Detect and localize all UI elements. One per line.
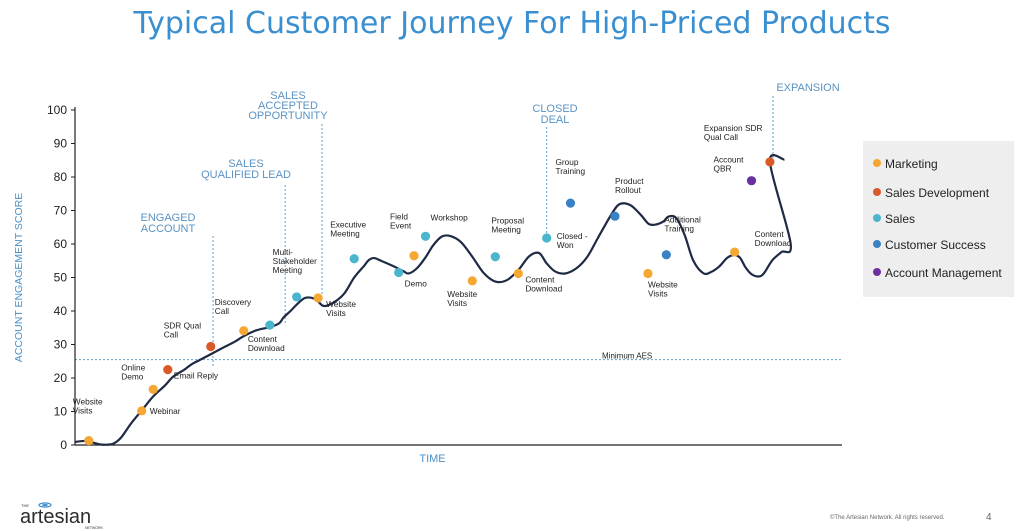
- marker-21: [730, 247, 740, 257]
- legend-label: Customer Success: [885, 238, 986, 252]
- legend-label: Marketing: [885, 157, 938, 171]
- chart-legend: Marketing Sales Development Sales Customer …: [863, 141, 1014, 297]
- marker-13: [467, 276, 477, 286]
- marker-label-8: Website Visits: [326, 299, 356, 318]
- page-number: 4: [986, 512, 992, 523]
- marker-label-13: Website Visits: [447, 289, 477, 308]
- marker-10: [394, 267, 404, 278]
- marker-0: [84, 436, 94, 446]
- legend-label: Account Management: [885, 266, 1002, 280]
- legend-item-3: Customer Success: [873, 238, 986, 252]
- y-tick-label-50: 50: [54, 271, 68, 285]
- marker-label-5: Discovery Call: [215, 297, 252, 316]
- marker-8: [313, 293, 323, 303]
- y-tick-label-40: 40: [54, 304, 68, 318]
- marker-label-21: Content Download: [755, 229, 792, 248]
- y-axis-label: ACCOUNT ENGAGEMENT SCORE: [13, 193, 25, 362]
- legend-dot-icon: [873, 239, 881, 248]
- legend-item-1: Sales Development: [873, 186, 989, 200]
- marker-3: [163, 365, 173, 375]
- marker-17: [565, 198, 576, 208]
- logo-small-top: THE: [21, 503, 29, 508]
- marker-label-15: Content Download: [525, 274, 562, 293]
- stage-label-3: CLOSED DEAL: [532, 103, 577, 126]
- marker-label-20: Additional Training: [664, 215, 701, 234]
- legend-dot-icon: [873, 158, 881, 167]
- legend-dot-icon: [873, 267, 881, 276]
- threshold-label: Minimum AES: [602, 352, 652, 361]
- logo-wordmark: artesian: [20, 506, 91, 528]
- legend-label: Sales Development: [885, 186, 990, 200]
- marker-label-7: Multi-Stakeholder Meeting: [273, 247, 318, 275]
- marker-7: [292, 292, 302, 302]
- marker-4: [206, 341, 216, 352]
- marker-label-23: Expansion SDR Qual Call: [704, 123, 763, 142]
- marker-label-2: Online Demo: [121, 362, 145, 381]
- copyright-text: ©The Artesian Network. All rights reserv…: [830, 515, 945, 521]
- marker-label-18: Product Rollout: [615, 176, 644, 195]
- artesian-logo: THE artesian NETWORK: [20, 502, 104, 530]
- engagement-curve: [74, 154, 792, 446]
- marker-6: [265, 320, 275, 330]
- marker-label-14: Proposal Meeting: [491, 216, 524, 235]
- marker-label-17: Group Training: [555, 157, 585, 176]
- stage-label-1: SALES QUALIFIED LEAD: [201, 158, 291, 181]
- marker-label-22: Account QBR: [713, 155, 744, 174]
- marker-label-3: Email Reply: [174, 371, 219, 381]
- marker-2: [148, 384, 158, 394]
- marker-14: [490, 252, 500, 262]
- marker-label-0: Website Visits: [73, 397, 103, 416]
- marker-label-11: Field Event: [390, 212, 412, 231]
- y-tick-label-80: 80: [54, 170, 68, 184]
- marker-label-9: Executive Meeting: [330, 220, 366, 239]
- legend-item-2: Sales: [873, 212, 915, 226]
- legend-dot-icon: [873, 213, 881, 222]
- y-tick-label-90: 90: [54, 137, 68, 151]
- legend-item-0: Marketing: [873, 157, 938, 171]
- stage-label-4: EXPANSION: [776, 82, 839, 94]
- marker-15: [513, 268, 523, 279]
- marker-19: [643, 268, 653, 279]
- marker-label-4: SDR Qual Call: [164, 321, 202, 340]
- y-tick-label-100: 100: [47, 103, 67, 117]
- x-axis-label: TIME: [419, 453, 445, 465]
- y-tick-label-70: 70: [54, 204, 68, 218]
- legend-item-4: Account Management: [873, 266, 1002, 280]
- legend-dot-icon: [873, 187, 881, 196]
- marker-23: [765, 157, 775, 167]
- marker-12: [420, 231, 431, 241]
- marker-9: [349, 254, 359, 264]
- y-tick-label-20: 20: [54, 371, 68, 385]
- marker-1: [137, 406, 147, 416]
- y-tick-label-10: 10: [54, 405, 68, 419]
- marker-11: [409, 251, 419, 261]
- marker-label-19: Website Visits: [648, 279, 678, 298]
- y-tick-label-0: 0: [60, 438, 67, 452]
- marker-22: [746, 176, 757, 186]
- y-tick-label-60: 60: [54, 237, 68, 251]
- marker-16: [542, 233, 552, 243]
- stage-label-2: SALES ACCEPTED OPPORTUNITY: [248, 90, 328, 122]
- marker-20: [661, 250, 671, 260]
- y-tick-label-30: 30: [54, 338, 68, 352]
- logo-small-bottom: NETWORK: [85, 526, 104, 530]
- marker-label-16: Closed -Won: [557, 231, 588, 250]
- marker-label-12: Workshop: [431, 212, 469, 222]
- page-title: Typical Customer Journey For High-Priced…: [133, 6, 891, 41]
- marker-label-10: Demo: [405, 278, 428, 288]
- marker-5: [239, 326, 249, 336]
- stage-label-0: ENGAGED ACCOUNT: [140, 212, 195, 235]
- marker-18: [610, 211, 620, 221]
- legend-label: Sales: [885, 212, 916, 226]
- marker-label-6: Content Download: [248, 334, 285, 353]
- marker-label-1: Webinar: [150, 406, 181, 416]
